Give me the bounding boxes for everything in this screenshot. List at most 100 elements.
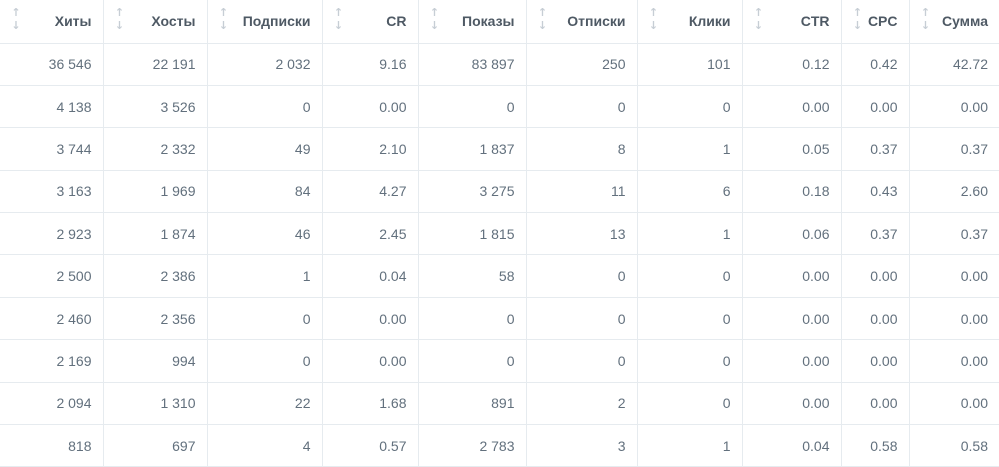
cell-cpc: 0.42 xyxy=(841,43,910,86)
cell-unsubscribes: 11 xyxy=(526,170,638,214)
cell-hits: 2 923 xyxy=(0,212,104,256)
cell-cpc: 0.00 xyxy=(841,339,910,383)
sort-toggle[interactable]: ↑ ↓ xyxy=(853,7,863,33)
cell-sum: 0.00 xyxy=(909,297,999,341)
cell-clicks: 101 xyxy=(637,43,743,86)
sort-up-icon: ↑ xyxy=(852,6,863,19)
sort-up-icon: ↑ xyxy=(333,6,344,19)
cell-subscriptions: 46 xyxy=(207,212,323,256)
cell-ctr: 0.00 xyxy=(742,254,842,298)
cell-unsubscribes: 0 xyxy=(526,297,638,341)
column-header-hits[interactable]: ↑ ↓ Хиты xyxy=(0,0,104,44)
sort-up-icon: ↑ xyxy=(218,6,229,19)
cell-hits: 4 138 xyxy=(0,85,104,129)
sort-down-icon: ↓ xyxy=(218,19,229,32)
sort-down-icon: ↓ xyxy=(920,19,931,32)
sort-up-icon: ↑ xyxy=(11,6,21,19)
cell-hosts: 2 356 xyxy=(103,297,208,341)
column-header-sum[interactable]: ↑ ↓ Сумма xyxy=(909,0,999,44)
cell-sum: 2.60 xyxy=(909,170,999,214)
cell-sum: 0.00 xyxy=(909,254,999,298)
cell-sum: 0.00 xyxy=(909,85,999,129)
cell-hosts: 3 526 xyxy=(103,85,208,129)
cell-cr: 0.00 xyxy=(322,85,419,129)
cell-impressions: 1 837 xyxy=(418,127,527,171)
cell-subscriptions: 49 xyxy=(207,127,323,171)
header-row: ↑ ↓ Хиты ↑ ↓ Хосты ↑ ↓ Подписки xyxy=(0,0,999,44)
sort-down-icon: ↓ xyxy=(114,19,125,32)
cell-cr: 9.16 xyxy=(322,43,419,86)
column-header-label: Клики xyxy=(688,13,731,30)
cell-cr: 0.00 xyxy=(322,339,419,383)
table-row: 4 138 3 526 0 0.00 0 0 0 0.00 0.00 0.00 xyxy=(0,85,999,129)
cell-impressions: 1 815 xyxy=(418,212,527,256)
sort-toggle[interactable]: ↑ ↓ xyxy=(11,7,21,33)
sort-down-icon: ↓ xyxy=(852,19,863,32)
sort-toggle[interactable]: ↑ ↓ xyxy=(334,7,344,33)
sort-up-icon: ↑ xyxy=(920,6,931,19)
sort-toggle[interactable]: ↑ ↓ xyxy=(219,7,229,33)
cell-hits: 3 744 xyxy=(0,127,104,171)
cell-clicks: 0 xyxy=(637,382,743,426)
cell-cpc: 0.37 xyxy=(841,127,910,171)
cell-unsubscribes: 8 xyxy=(526,127,638,171)
cell-unsubscribes: 2 xyxy=(526,382,638,426)
sort-up-icon: ↑ xyxy=(429,6,440,19)
table-row: 2 500 2 386 1 0.04 58 0 0 0.00 0.00 0.00 xyxy=(0,254,999,298)
column-header-label: Хиты xyxy=(54,13,92,30)
cell-ctr: 0.00 xyxy=(742,382,842,426)
column-header-label: Отписки xyxy=(567,13,626,30)
cell-clicks: 6 xyxy=(637,170,743,214)
column-header-hosts[interactable]: ↑ ↓ Хосты xyxy=(103,0,208,44)
cell-clicks: 1 xyxy=(637,424,743,467)
column-header-cpc[interactable]: ↑ ↓ CPC xyxy=(841,0,910,44)
column-header-impressions[interactable]: ↑ ↓ Показы xyxy=(418,0,527,44)
cell-cpc: 0.00 xyxy=(841,297,910,341)
cell-hosts: 1 969 xyxy=(103,170,208,214)
cell-ctr: 0.18 xyxy=(742,170,842,214)
sort-down-icon: ↓ xyxy=(753,19,764,32)
sort-toggle[interactable]: ↑ ↓ xyxy=(754,7,764,33)
cell-clicks: 0 xyxy=(637,339,743,383)
cell-impressions: 2 783 xyxy=(418,424,527,467)
cell-subscriptions: 22 xyxy=(207,382,323,426)
cell-sum: 0.58 xyxy=(909,424,999,467)
cell-impressions: 891 xyxy=(418,382,527,426)
sort-toggle[interactable]: ↑ ↓ xyxy=(649,7,659,33)
sort-up-icon: ↑ xyxy=(753,6,764,19)
table-row: 2 923 1 874 46 2.45 1 815 13 1 0.06 0.37… xyxy=(0,212,999,256)
cell-impressions: 0 xyxy=(418,297,527,341)
cell-cr: 0.00 xyxy=(322,297,419,341)
sort-down-icon: ↓ xyxy=(537,19,548,32)
column-header-unsubscribes[interactable]: ↑ ↓ Отписки xyxy=(526,0,638,44)
cell-unsubscribes: 0 xyxy=(526,85,638,129)
table-body: 36 546 22 191 2 032 9.16 83 897 250 101 … xyxy=(0,43,999,467)
cell-impressions: 3 275 xyxy=(418,170,527,214)
cell-hosts: 697 xyxy=(103,424,208,467)
cell-cpc: 0.58 xyxy=(841,424,910,467)
cell-hits: 2 169 xyxy=(0,339,104,383)
table-row: 2 460 2 356 0 0.00 0 0 0 0.00 0.00 0.00 xyxy=(0,297,999,341)
cell-subscriptions: 0 xyxy=(207,297,323,341)
column-header-subscriptions[interactable]: ↑ ↓ Подписки xyxy=(207,0,323,44)
cell-sum: 0.00 xyxy=(909,339,999,383)
sort-toggle[interactable]: ↑ ↓ xyxy=(538,7,548,33)
column-header-cr[interactable]: ↑ ↓ CR xyxy=(322,0,419,44)
cell-cr: 2.10 xyxy=(322,127,419,171)
sort-toggle[interactable]: ↑ ↓ xyxy=(921,7,931,33)
cell-ctr: 0.00 xyxy=(742,85,842,129)
column-header-ctr[interactable]: ↑ ↓ CTR xyxy=(742,0,842,44)
cell-sum: 0.00 xyxy=(909,382,999,426)
cell-hosts: 994 xyxy=(103,339,208,383)
cell-ctr: 0.12 xyxy=(742,43,842,86)
sort-toggle[interactable]: ↑ ↓ xyxy=(115,7,125,33)
column-header-label: CTR xyxy=(800,13,830,30)
cell-cr: 2.45 xyxy=(322,212,419,256)
cell-unsubscribes: 0 xyxy=(526,339,638,383)
column-header-clicks[interactable]: ↑ ↓ Клики xyxy=(637,0,743,44)
cell-subscriptions: 1 xyxy=(207,254,323,298)
cell-hosts: 2 386 xyxy=(103,254,208,298)
cell-cr: 1.68 xyxy=(322,382,419,426)
sort-toggle[interactable]: ↑ ↓ xyxy=(430,7,440,33)
